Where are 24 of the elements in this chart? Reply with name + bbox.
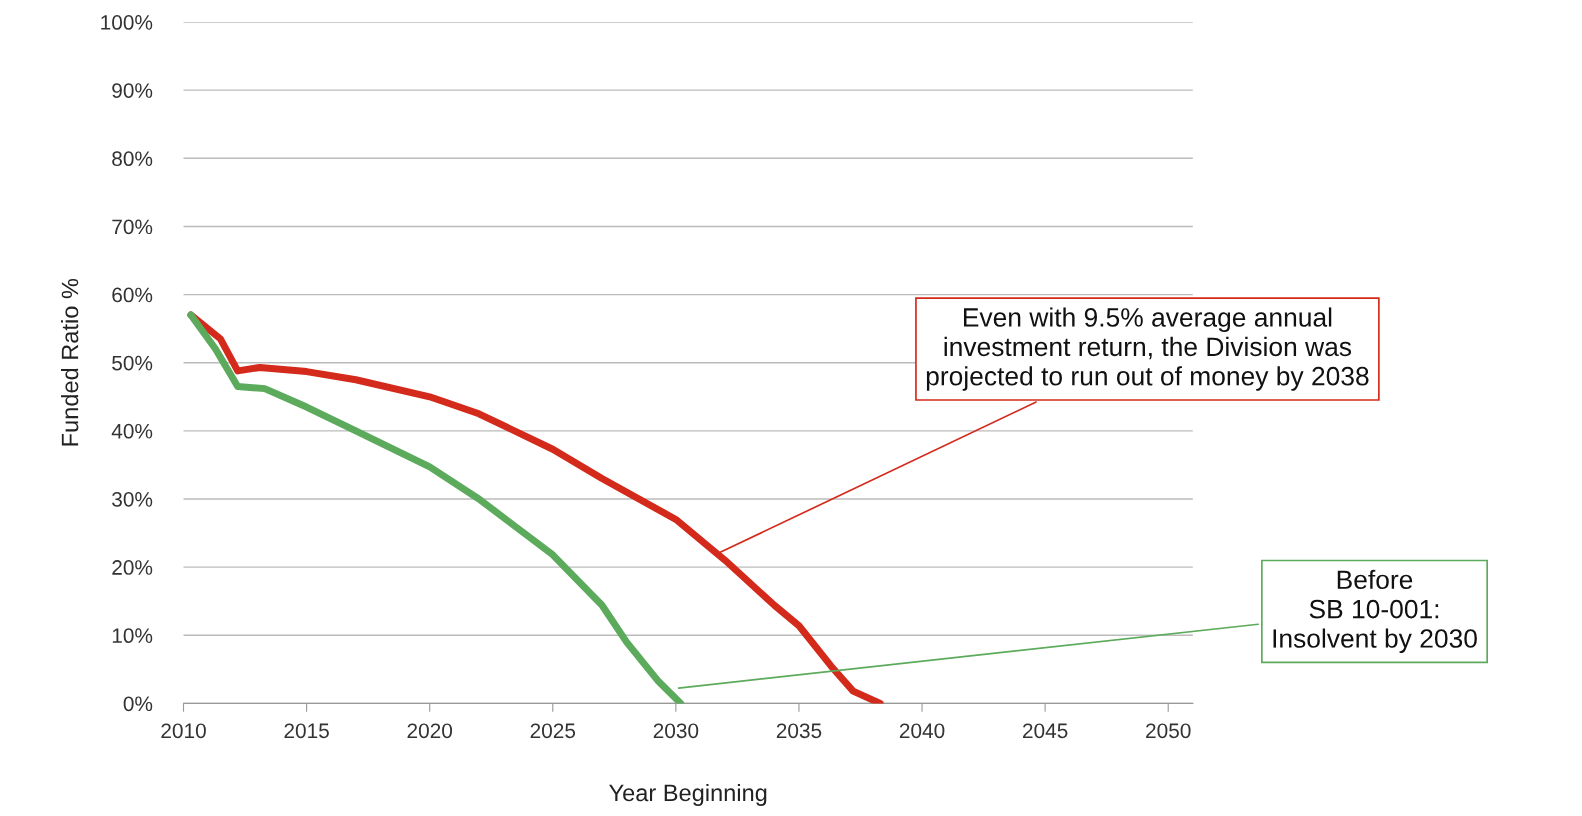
x-tick-label: 2025 — [530, 723, 576, 739]
x-tick-label: 2020 — [407, 723, 453, 739]
x-tick-label: 2045 — [1023, 723, 1068, 739]
y-tick-label: 70% — [112, 219, 153, 235]
annotation: Before SB 10-001: Insolvent by 2030 — [1273, 569, 1477, 654]
y-tick-label: 50% — [112, 355, 153, 371]
y-tick-label: 20% — [112, 560, 153, 575]
x-tick-label: 2050 — [1146, 723, 1191, 739]
y-tick-label: 30% — [112, 491, 153, 507]
x-tick-label: 2035 — [776, 723, 822, 739]
x-tick-label: 2030 — [653, 723, 699, 739]
y-tick-label: 90% — [112, 83, 153, 98]
y-tick-label: 0% — [123, 696, 153, 712]
x-tick-label: 2015 — [284, 723, 329, 739]
x-axis-title: Year Beginning — [609, 783, 767, 806]
y-tick-label: 100% — [101, 15, 153, 30]
y-tick-label: 40% — [111, 423, 153, 439]
y-tick-label: 60% — [112, 287, 153, 303]
y-tick-label: 10% — [112, 628, 153, 644]
y-tick-label: 80% — [112, 151, 153, 167]
annotation: Even with 9.5% average annual investment return, the Division was projected to run out of money by 2038 — [926, 307, 1369, 391]
y-axis-title: Funded Ratio % — [61, 278, 79, 446]
x-tick-label: 2040 — [899, 723, 945, 739]
x-tick-label: 2010 — [161, 723, 206, 739]
